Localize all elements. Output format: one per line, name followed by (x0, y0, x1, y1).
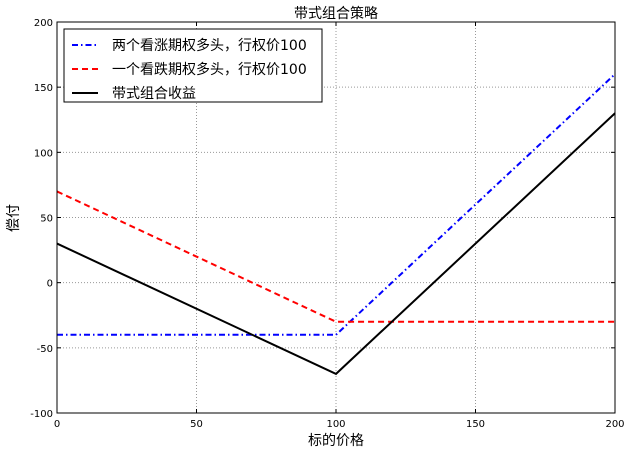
legend: 两个看涨期权多头，行权价100 一个看跌期权多头，行权价100 带式组合收益 (63, 28, 323, 103)
chart-title: 带式组合策略 (294, 5, 378, 22)
x-axis-label: 标的价格 (308, 433, 364, 449)
y-tick-label: 200 (34, 18, 53, 29)
series-line-0 (57, 73, 616, 336)
legend-label: 一个看跌期权多头，行权价100 (112, 61, 307, 78)
legend-label: 两个看涨期权多头，行权价100 (112, 37, 307, 54)
y-tick-label: 0 (47, 279, 53, 290)
y-tick-label: -100 (30, 409, 53, 420)
y-axis-label: 偿付 (6, 204, 22, 232)
series-line-1 (56, 190, 615, 323)
x-tick-label: 0 (54, 419, 60, 430)
y-tick-label: 150 (34, 83, 53, 94)
x-tick-label: 100 (326, 419, 345, 430)
series-lines (56, 73, 616, 376)
x-tick-label: 50 (190, 419, 203, 430)
x-tick-label: 200 (605, 419, 624, 430)
y-tick-label: -50 (37, 344, 53, 355)
y-tick-label: 50 (40, 214, 53, 225)
y-tick-label: 100 (34, 148, 53, 159)
series-line-2 (56, 112, 616, 376)
legend-label: 带式组合收益 (112, 86, 196, 102)
plot-frame (56, 21, 616, 414)
legend-box (63, 28, 323, 103)
ticks: 0 50 100 150 200 -100 -50 0 50 100 150 200 (30, 18, 624, 430)
x-tick-label: 150 (466, 419, 485, 430)
